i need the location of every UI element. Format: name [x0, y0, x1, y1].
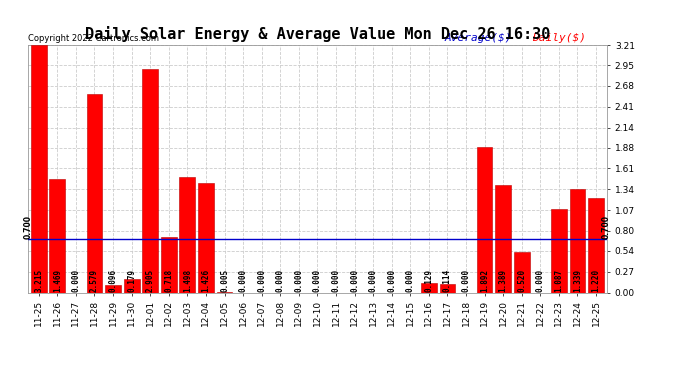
- Text: Average($): Average($): [445, 33, 513, 42]
- Bar: [86, 94, 102, 292]
- Text: 0.000: 0.000: [257, 269, 266, 292]
- Text: 0.000: 0.000: [276, 269, 285, 292]
- Text: 0.700: 0.700: [24, 214, 33, 238]
- Bar: [142, 69, 158, 292]
- Text: 2.579: 2.579: [90, 269, 99, 292]
- Text: 0.179: 0.179: [127, 269, 136, 292]
- Text: 0.000: 0.000: [406, 269, 415, 292]
- Text: 2.905: 2.905: [146, 269, 155, 292]
- Text: 0.718: 0.718: [164, 269, 173, 292]
- Title: Daily Solar Energy & Average Value Mon Dec 26 16:30: Daily Solar Energy & Average Value Mon D…: [85, 27, 550, 42]
- Bar: [551, 209, 566, 292]
- Text: 0.005: 0.005: [220, 269, 229, 292]
- Text: Copyright 2022 Cartronics.com: Copyright 2022 Cartronics.com: [28, 33, 159, 42]
- Bar: [421, 282, 437, 292]
- Text: 1.469: 1.469: [53, 269, 62, 292]
- Text: 0.700: 0.700: [602, 214, 611, 238]
- Text: 1.389: 1.389: [499, 269, 508, 292]
- Text: Daily($): Daily($): [532, 33, 586, 42]
- Text: 0.114: 0.114: [443, 269, 452, 292]
- Bar: [124, 279, 139, 292]
- Text: 0.000: 0.000: [331, 269, 340, 292]
- Text: 0.000: 0.000: [368, 269, 377, 292]
- Bar: [477, 147, 493, 292]
- Text: 0.000: 0.000: [71, 269, 81, 292]
- Text: 0.000: 0.000: [462, 269, 471, 292]
- Bar: [179, 177, 195, 292]
- Text: 1.498: 1.498: [183, 269, 192, 292]
- Bar: [588, 198, 604, 292]
- Text: 3.215: 3.215: [34, 269, 43, 292]
- Text: 1.220: 1.220: [591, 269, 600, 292]
- Text: 1.892: 1.892: [480, 269, 489, 292]
- Text: 0.000: 0.000: [387, 269, 396, 292]
- Text: 0.000: 0.000: [239, 269, 248, 292]
- Text: 0.000: 0.000: [295, 269, 304, 292]
- Bar: [495, 185, 511, 292]
- Text: 1.339: 1.339: [573, 269, 582, 292]
- Bar: [31, 45, 47, 292]
- Bar: [50, 179, 66, 292]
- Text: 1.087: 1.087: [554, 269, 564, 292]
- Bar: [440, 284, 455, 292]
- Text: 0.520: 0.520: [518, 269, 526, 292]
- Bar: [569, 189, 585, 292]
- Text: 0.000: 0.000: [536, 269, 545, 292]
- Text: 0.000: 0.000: [350, 269, 359, 292]
- Bar: [105, 285, 121, 292]
- Text: 0.000: 0.000: [313, 269, 322, 292]
- Text: 1.426: 1.426: [201, 269, 210, 292]
- Text: 0.129: 0.129: [424, 269, 433, 292]
- Bar: [161, 237, 177, 292]
- Bar: [514, 252, 530, 292]
- Bar: [198, 183, 214, 292]
- Text: 0.096: 0.096: [108, 269, 117, 292]
